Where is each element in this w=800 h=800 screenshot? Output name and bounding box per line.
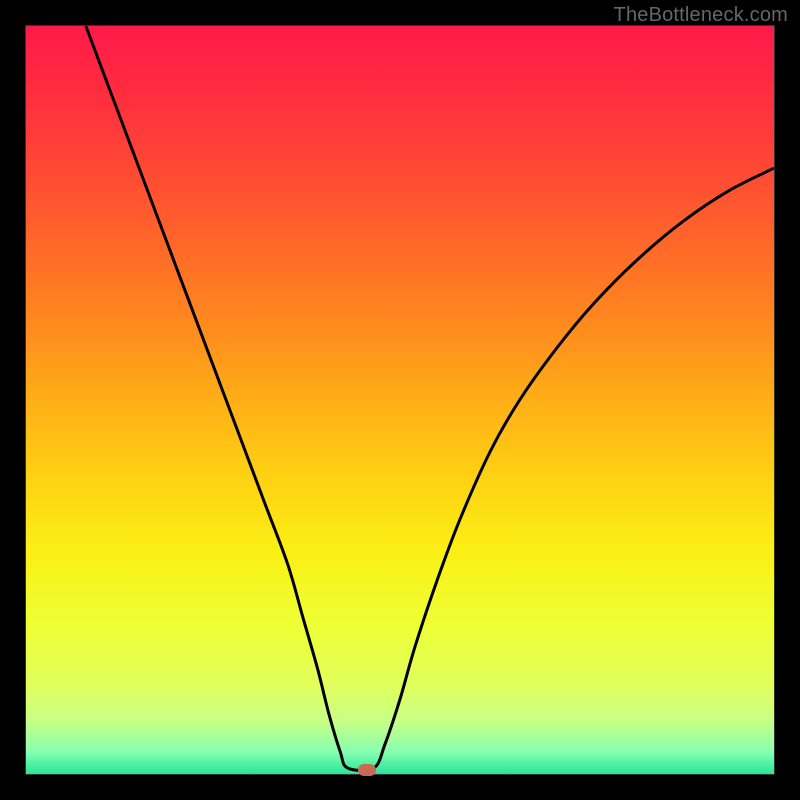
- bottleneck-curve: [26, 26, 774, 774]
- watermark-label: TheBottleneck.com: [614, 4, 788, 27]
- plot-area: [25, 25, 775, 775]
- chart-root: TheBottleneck.com: [0, 0, 800, 800]
- optimal-point-marker: [358, 764, 376, 776]
